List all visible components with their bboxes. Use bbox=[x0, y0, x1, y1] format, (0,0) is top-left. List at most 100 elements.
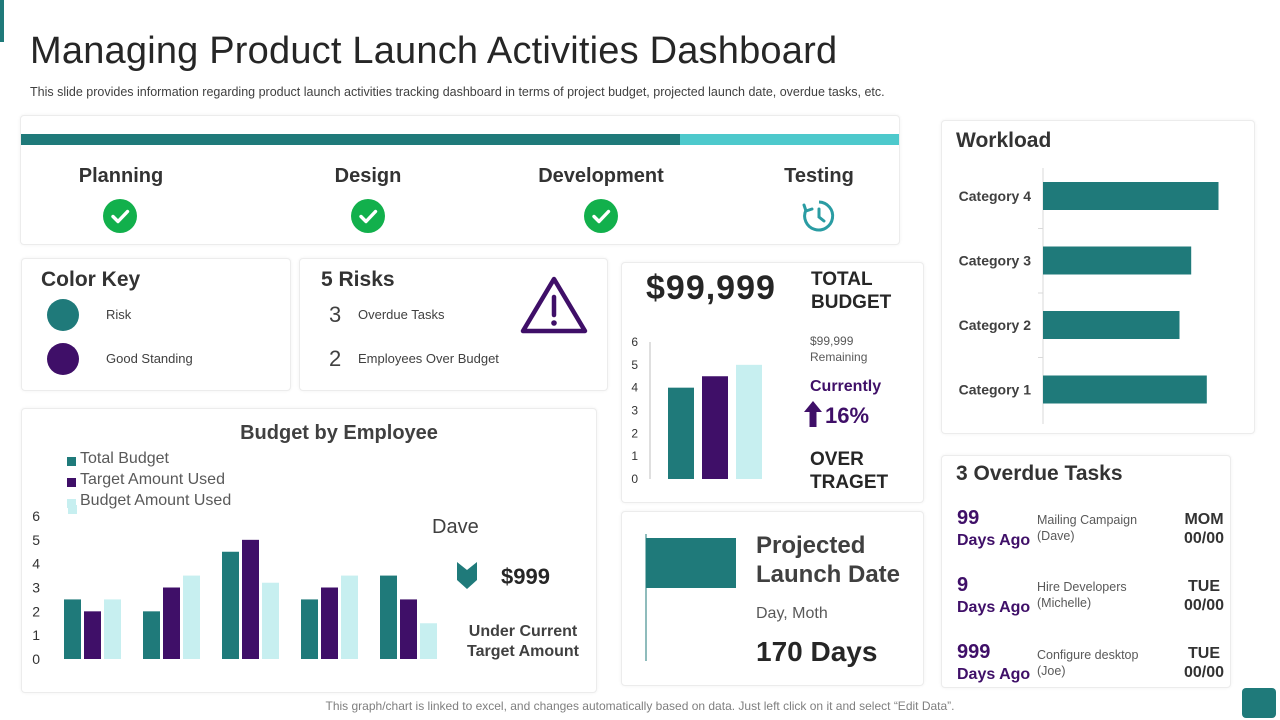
task-days-ago: 999 Days Ago bbox=[957, 640, 1030, 685]
bar-total-budget bbox=[64, 599, 81, 659]
footer-note: This graph/chart is linked to excel, and… bbox=[325, 699, 955, 713]
stages-card: Planning Design Development Testing bbox=[20, 115, 900, 245]
employees-over-count: 2 bbox=[329, 346, 342, 371]
y-axis-tick-label: 5 bbox=[32, 532, 40, 548]
overdue-title: 3 Overdue Tasks bbox=[956, 462, 1123, 485]
total-budget-card: $99,999 TOTAL BUDGET $99,999 Remaining C… bbox=[621, 262, 924, 503]
task-days-ago: 99 Days Ago bbox=[957, 506, 1030, 551]
corner-accent-block bbox=[1242, 688, 1276, 718]
projected-date: Day, Moth bbox=[756, 605, 828, 622]
task-due-date-value: 00/00 bbox=[1183, 664, 1225, 682]
y-axis-tick-label: 1 bbox=[631, 449, 638, 463]
task-due-date: TUE 00/00 bbox=[1174, 577, 1234, 615]
stage-progress-fill bbox=[21, 134, 680, 145]
task-description: Hire Developers (Michelle) bbox=[1037, 579, 1127, 612]
total-label-line2: BUDGET bbox=[811, 291, 892, 313]
workload-bar bbox=[1043, 182, 1219, 210]
bar-total-budget bbox=[222, 551, 239, 659]
budget-employee-title: Budget by Employee bbox=[240, 422, 438, 444]
total-budget-chart: 0 1 2 3 4 5 6 bbox=[631, 335, 762, 486]
over-label-line2: TRAGET bbox=[810, 471, 889, 493]
task-due-day: MOM bbox=[1184, 511, 1224, 528]
remaining-amount: $99,999 bbox=[810, 334, 854, 348]
arrow-up-icon bbox=[803, 400, 823, 428]
bar-budget-amount-used bbox=[183, 575, 200, 659]
legend-swatch bbox=[67, 499, 76, 508]
good-standing-color-dot bbox=[47, 343, 79, 375]
legend-label: Target Amount Used bbox=[80, 471, 225, 488]
y-axis-tick-label: 2 bbox=[32, 603, 40, 619]
task-owner: (Joe) bbox=[1037, 664, 1066, 679]
task-days-number: 999 bbox=[957, 641, 991, 663]
workload-title: Workload bbox=[956, 129, 1052, 152]
projected-days: 170 Days bbox=[756, 636, 878, 667]
y-axis-tick-label: 0 bbox=[32, 651, 40, 667]
task-days-number: 99 bbox=[957, 507, 980, 529]
bar-target-amount-used bbox=[163, 587, 180, 659]
bar-total-budget bbox=[143, 611, 160, 659]
stage-label-development: Development bbox=[538, 165, 664, 187]
task-description: Configure desktop (Joe) bbox=[1037, 647, 1138, 680]
y-axis-tick-label: 2 bbox=[631, 426, 638, 440]
currently-label: Currently bbox=[810, 378, 882, 395]
callout-note-line1: Under Current bbox=[468, 623, 578, 640]
legend-label: Total Budget bbox=[80, 450, 169, 467]
task-due-date-value: 00/00 bbox=[1183, 597, 1225, 615]
bar-budget-amount-used bbox=[262, 582, 279, 659]
check-circle-icon bbox=[351, 199, 385, 233]
task-description: Mailing Campaign (Dave) bbox=[1037, 512, 1137, 545]
y-axis-tick-label: 6 bbox=[32, 508, 40, 524]
bar-budget-amount-used bbox=[420, 623, 437, 659]
legend-label: Budget Amount Used bbox=[80, 492, 232, 509]
task-days-label: Days Ago bbox=[957, 666, 1031, 683]
workload-category-label: Category 3 bbox=[959, 253, 1032, 269]
task-due-date: TUE 00/00 bbox=[1174, 644, 1234, 682]
employees-over-label: Employees Over Budget bbox=[358, 351, 499, 366]
risks-card: 5 Risks 3 Overdue Tasks 2 Employees Over… bbox=[299, 258, 608, 391]
bar-target-amount-used bbox=[321, 587, 338, 659]
bar-total-budget bbox=[380, 575, 397, 659]
task-name: Configure desktop bbox=[1037, 648, 1139, 662]
bar-target-amount-used bbox=[84, 611, 101, 659]
bar-target-amount-used bbox=[242, 539, 259, 659]
budget-bar bbox=[668, 387, 694, 479]
title-accent-bar bbox=[0, 0, 4, 42]
overdue-count: 3 bbox=[329, 302, 342, 327]
page-title: Managing Product Launch Activities Dashb… bbox=[30, 30, 838, 72]
y-axis-tick-label: 0 bbox=[631, 472, 638, 486]
workload-category-label: Category 4 bbox=[959, 188, 1032, 204]
y-axis-tick-label: 3 bbox=[631, 404, 638, 418]
clock-history-icon bbox=[801, 198, 837, 234]
bar-target-amount-used bbox=[400, 599, 417, 659]
task-due-date-value: 00/00 bbox=[1183, 530, 1225, 548]
over-percent: 16% bbox=[825, 403, 870, 428]
budget-bar bbox=[736, 364, 762, 479]
task-days-label: Days Ago bbox=[957, 532, 1031, 549]
bar-total-budget bbox=[301, 599, 318, 659]
workload-category-label: Category 2 bbox=[959, 317, 1032, 333]
y-axis-tick-label: 6 bbox=[631, 335, 638, 349]
callout-note: Under Current Target Amount bbox=[460, 622, 586, 662]
budget-amount: $99,999 bbox=[646, 269, 776, 307]
legend-swatch bbox=[67, 457, 76, 466]
task-days-ago: 9 Days Ago bbox=[957, 573, 1030, 618]
task-due-day: TUE bbox=[1188, 645, 1220, 662]
overdue-tasks-card: 3 Overdue Tasks 99 Days Ago Mailing Camp… bbox=[941, 455, 1231, 688]
budget-by-employee-card: Budget by Employee 0 1 2 3 4 5 6 Dave $999 Und… bbox=[21, 408, 597, 693]
task-name: Mailing Campaign bbox=[1037, 513, 1138, 527]
page-subtitle: This slide provides information regardin… bbox=[30, 85, 885, 99]
over-target-label: OVER TRAGET bbox=[810, 449, 888, 495]
chevron-down-icon bbox=[457, 560, 477, 590]
total-budget-label: TOTAL BUDGET bbox=[811, 269, 891, 315]
projected-title: Projected Launch Date bbox=[756, 532, 900, 590]
callout-employee-name: Dave bbox=[432, 516, 479, 538]
callout-amount: $999 bbox=[501, 564, 550, 589]
stage-label-design: Design bbox=[334, 165, 402, 187]
launch-bar bbox=[646, 538, 736, 588]
projected-title-line2: Launch Date bbox=[756, 560, 901, 588]
task-owner: (Dave) bbox=[1037, 529, 1075, 544]
task-days-label: Days Ago bbox=[957, 599, 1031, 616]
task-days-number: 9 bbox=[957, 574, 969, 596]
risks-title: 5 Risks bbox=[321, 268, 395, 291]
